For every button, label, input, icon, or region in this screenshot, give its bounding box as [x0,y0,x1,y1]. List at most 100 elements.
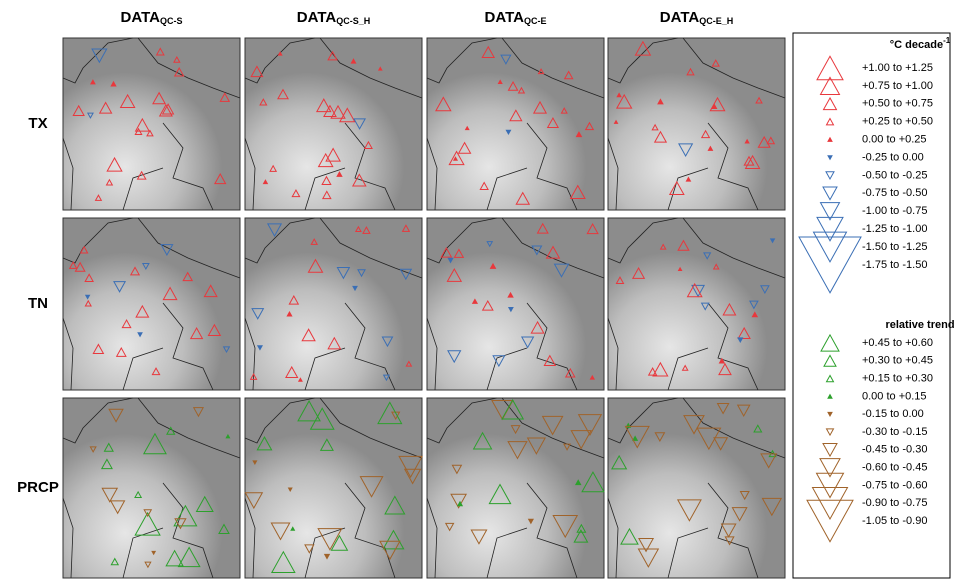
station-marker [615,276,625,284]
station-marker [569,184,586,200]
station-marker [207,323,222,336]
station-marker [624,425,650,449]
station-marker [100,458,113,470]
station-marker [92,343,105,355]
station-marker [173,55,181,63]
legend-label: -0.30 to -0.15 [862,426,927,438]
station-marker [563,443,572,451]
station-marker [182,271,194,282]
legend-label: +0.25 to +0.50 [862,116,933,128]
map-panel [62,217,241,391]
station-marker [743,155,755,166]
station-marker [515,191,531,205]
legend-symbol [823,354,837,367]
station-marker [317,152,334,168]
legend-label: +0.15 to +0.30 [862,373,933,385]
station-marker [651,123,659,131]
station-marker [616,92,622,98]
legend-label: -0.15 to 0.00 [862,408,924,420]
station-marker [84,273,94,282]
station-marker [757,135,771,148]
station-marker [135,304,150,318]
station-marker [724,536,735,546]
station-marker [700,129,711,139]
station-marker [739,491,750,501]
station-marker [134,490,143,499]
station-marker [214,172,227,185]
station-marker [129,266,141,276]
station-marker [472,431,493,450]
station-marker [703,252,712,260]
header-sub: QC-E_H [699,16,733,26]
legend-symbol [806,499,854,543]
station-marker [507,441,528,460]
country-border [607,217,786,391]
legend-symbol [827,155,833,161]
station-marker [722,302,737,316]
station-marker [103,442,114,452]
station-marker [152,91,167,105]
station-marker [712,263,720,270]
station-marker [106,156,123,172]
map-panel [426,217,605,391]
station-marker [382,374,391,382]
map-panel [244,37,423,211]
column-header: DATAQC-S_H [297,9,370,26]
station-marker [574,479,582,486]
station-marker [576,523,587,533]
station-marker [683,415,705,435]
legend-symbol [811,486,849,520]
station-marker [517,86,526,94]
legend-title: relative trend [885,319,954,331]
row-label: PRCP [17,479,59,496]
station-marker [677,266,683,272]
station-marker [737,326,751,340]
station-marker [382,529,405,550]
station-marker [718,362,732,376]
column-header: DATAQC-E [485,9,547,26]
station-marker [536,222,549,234]
station-marker [564,367,576,378]
station-marker [297,399,321,422]
station-marker [119,93,136,109]
station-marker [545,245,561,259]
station-marker [110,557,120,566]
station-marker [435,96,452,112]
station-marker [711,59,720,67]
station-marker [151,550,157,556]
station-marker [89,446,97,453]
station-marker [146,129,154,137]
station-marker [532,100,548,114]
station-marker [256,436,273,451]
station-marker [219,92,231,102]
station-marker [277,51,283,56]
station-marker [481,299,494,311]
country-border [62,37,241,211]
station-marker [244,492,264,510]
legend-symbol [822,96,838,111]
station-marker [744,138,750,144]
station-marker [173,67,185,77]
station-marker [691,284,706,298]
legend-label: -1.50 to -1.25 [862,241,927,253]
station-marker [737,337,744,344]
station-marker [398,455,423,479]
legend-symbol [822,186,838,201]
station-marker [678,143,694,158]
station-marker [718,357,726,364]
station-marker [470,529,488,545]
station-marker [266,223,283,238]
station-marker [259,98,268,106]
station-marker [659,243,667,250]
legend-label: +0.45 to +0.60 [862,337,933,349]
station-marker [79,245,89,254]
station-marker [101,487,119,503]
station-marker [685,176,692,182]
station-marker [218,523,230,534]
legend-symbol [820,333,840,352]
legend-symbol [827,411,833,418]
station-marker [716,402,730,415]
legend-symbol [827,393,833,399]
station-marker [451,464,463,475]
legend-label: -1.25 to -1.00 [862,223,927,235]
